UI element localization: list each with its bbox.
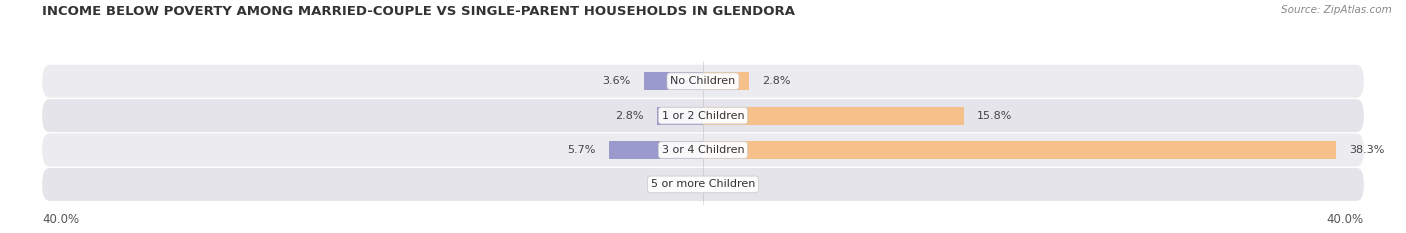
FancyBboxPatch shape	[42, 168, 1364, 201]
Text: 40.0%: 40.0%	[1327, 212, 1364, 226]
FancyBboxPatch shape	[42, 65, 1364, 98]
Bar	[644, 72, 703, 90]
Text: 38.3%: 38.3%	[1348, 145, 1385, 155]
Text: 15.8%: 15.8%	[977, 111, 1012, 121]
FancyBboxPatch shape	[42, 99, 1364, 132]
Text: 0.0%: 0.0%	[716, 179, 744, 189]
Text: 40.0%: 40.0%	[42, 212, 79, 226]
Bar	[657, 107, 703, 125]
Bar	[703, 72, 749, 90]
FancyBboxPatch shape	[42, 134, 1364, 167]
Bar	[703, 107, 965, 125]
Text: 3.6%: 3.6%	[602, 76, 630, 86]
Text: 3 or 4 Children: 3 or 4 Children	[662, 145, 744, 155]
Text: 1 or 2 Children: 1 or 2 Children	[662, 111, 744, 121]
Text: Source: ZipAtlas.com: Source: ZipAtlas.com	[1281, 5, 1392, 15]
Text: 5 or more Children: 5 or more Children	[651, 179, 755, 189]
Text: 5.7%: 5.7%	[567, 145, 596, 155]
Text: 2.8%: 2.8%	[614, 111, 644, 121]
Text: INCOME BELOW POVERTY AMONG MARRIED-COUPLE VS SINGLE-PARENT HOUSEHOLDS IN GLENDOR: INCOME BELOW POVERTY AMONG MARRIED-COUPL…	[42, 5, 796, 18]
Text: 2.8%: 2.8%	[762, 76, 792, 86]
Text: 0.0%: 0.0%	[662, 179, 690, 189]
Bar	[609, 141, 703, 159]
Bar	[703, 141, 1336, 159]
Text: No Children: No Children	[671, 76, 735, 86]
